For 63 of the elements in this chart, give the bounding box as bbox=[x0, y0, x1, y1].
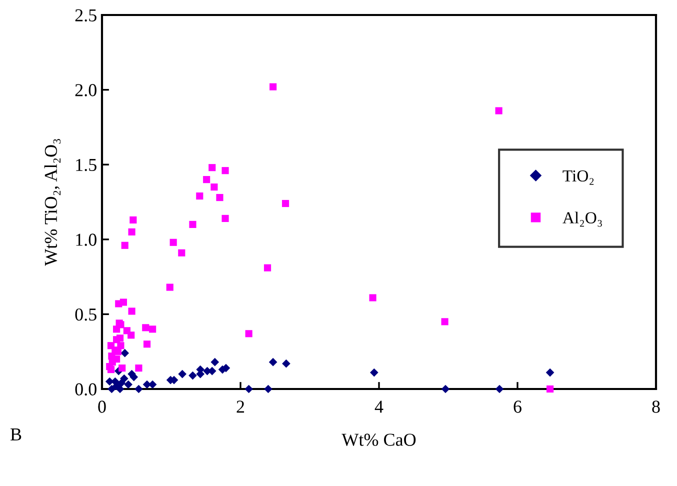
point bbox=[270, 83, 277, 90]
point bbox=[203, 176, 210, 184]
point bbox=[128, 228, 136, 236]
point bbox=[369, 294, 376, 302]
point bbox=[124, 380, 132, 389]
point bbox=[142, 324, 150, 332]
point bbox=[120, 348, 130, 358]
point bbox=[188, 371, 197, 380]
point bbox=[222, 214, 229, 222]
point bbox=[216, 194, 224, 202]
point bbox=[370, 368, 378, 377]
point bbox=[222, 167, 229, 174]
point bbox=[268, 358, 278, 366]
point bbox=[264, 264, 272, 272]
point bbox=[244, 384, 253, 394]
point bbox=[170, 238, 177, 246]
point bbox=[245, 330, 252, 338]
y-tick-label: 2.0 bbox=[75, 84, 96, 96]
point bbox=[121, 242, 128, 249]
point bbox=[196, 192, 204, 200]
point bbox=[264, 384, 272, 394]
point bbox=[166, 284, 174, 291]
y-tick-label: 2.5 bbox=[75, 9, 96, 22]
y-tick-label: 1.0 bbox=[76, 234, 96, 246]
point bbox=[282, 200, 290, 208]
point bbox=[282, 359, 290, 368]
point bbox=[210, 358, 220, 366]
point bbox=[128, 332, 135, 339]
x-tick-label: 6 bbox=[514, 400, 522, 413]
x-axis-title: Wt% CaO bbox=[342, 434, 416, 446]
legend-label: TiO₂ bbox=[562, 170, 594, 185]
point bbox=[441, 384, 450, 394]
y-tick-label: 0.5 bbox=[75, 308, 96, 321]
point bbox=[208, 164, 216, 172]
y-axis-title: Wt% TiO₂, Al₂O₃ bbox=[44, 139, 61, 266]
point bbox=[189, 220, 196, 228]
x-tick-label: 4 bbox=[374, 400, 384, 413]
point bbox=[135, 364, 142, 372]
point bbox=[546, 385, 554, 393]
legend-label: Al₂O₃ bbox=[562, 212, 602, 227]
point bbox=[113, 326, 120, 333]
point bbox=[130, 216, 137, 224]
text: B bbox=[10, 428, 22, 440]
point bbox=[441, 318, 448, 326]
point bbox=[546, 368, 554, 377]
point bbox=[495, 384, 504, 394]
point bbox=[178, 249, 186, 256]
point bbox=[120, 298, 128, 306]
x-tick-label: 0 bbox=[98, 400, 106, 413]
point bbox=[210, 184, 218, 191]
y-tick-label: 0.0 bbox=[75, 383, 96, 396]
x-tick-label: 2 bbox=[236, 400, 244, 413]
point bbox=[149, 326, 156, 333]
point bbox=[128, 308, 136, 315]
point bbox=[118, 364, 126, 372]
y-tick-label: 1.5 bbox=[76, 158, 96, 172]
point bbox=[114, 348, 122, 356]
point bbox=[178, 370, 186, 378]
x-tick-label: 8 bbox=[652, 400, 660, 413]
point bbox=[495, 107, 502, 114]
point bbox=[107, 366, 115, 374]
point bbox=[143, 340, 151, 348]
point bbox=[134, 384, 143, 394]
